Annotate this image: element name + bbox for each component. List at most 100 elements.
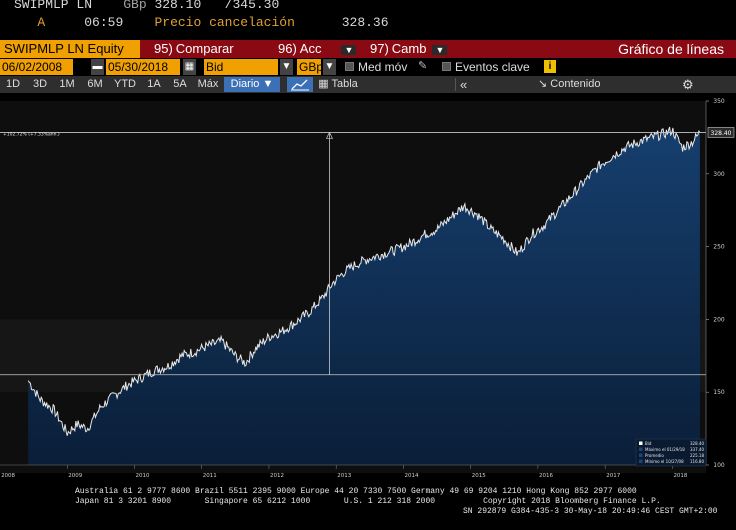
change-button[interactable]: 97) Camb ▼ — [364, 40, 453, 58]
x-tick-label: 2009 — [68, 473, 82, 479]
quote-time: 06:59 — [84, 15, 124, 30]
frequency-dropdown[interactable]: Diario ▼ — [224, 77, 280, 92]
legend-label: Máximo el 01/29/18 — [645, 447, 685, 452]
period-ytd-button[interactable]: YTD — [114, 78, 136, 90]
y-tick-label: 350 — [713, 98, 725, 105]
period-1m-button[interactable]: 1M — [59, 78, 75, 90]
period-1d-button[interactable]: 1D — [5, 78, 21, 90]
legend-label: Promedio — [645, 453, 664, 458]
table-icon: ▦ — [318, 78, 329, 90]
legend-value: 337.40 — [690, 447, 704, 452]
x-tick-label: 2008 — [1, 473, 15, 479]
compare-label: Comparar — [175, 41, 234, 56]
table-label: Tabla — [331, 78, 358, 90]
legend-value: 225.18 — [690, 453, 704, 458]
quote-line-2: A 06:59 Precio cancelación 328.36 — [14, 15, 389, 30]
key-events-label: Eventos clave — [455, 60, 530, 74]
period-6m-button[interactable]: 6M — [87, 78, 103, 90]
period-max-button[interactable]: Máx — [197, 78, 219, 90]
last-price-tag-label: 328.40 — [711, 130, 732, 137]
y-tick-label: 100 — [713, 462, 725, 469]
legend-box — [635, 438, 707, 467]
date-separator-button[interactable]: ▬ — [91, 59, 104, 75]
currency-select[interactable]: GBp — [297, 59, 324, 75]
key-events-checkbox[interactable] — [442, 62, 451, 71]
actions-number: 96) — [278, 41, 297, 56]
legend-value: 328.40 — [690, 441, 704, 446]
legend-swatch — [639, 459, 643, 463]
actions-dropdown-icon[interactable]: ▼ — [341, 45, 357, 55]
change-dropdown-icon[interactable]: ▼ — [432, 45, 448, 55]
footer-contacts-2: Japan 81 3 3201 8900 Singapore 65 6212 1… — [75, 497, 661, 506]
y-tick-label: 300 — [713, 171, 725, 178]
x-tick-label: 2012 — [270, 473, 284, 479]
field-select[interactable]: Bid — [204, 59, 278, 75]
quote-ask: /345.30 — [224, 0, 280, 12]
price-line — [27, 126, 701, 436]
legend-label: Mínimo el 10/27/08 — [645, 459, 684, 464]
moving-average-label: Med móv — [358, 60, 408, 74]
x-tick-label: 2018 — [673, 473, 687, 479]
field-dropdown-icon[interactable]: ▼ — [280, 59, 293, 75]
legend-swatch — [639, 453, 643, 457]
arrow-up-icon — [325, 131, 334, 139]
table-button[interactable]: ▦ Tabla — [318, 77, 358, 92]
function-bar: SWIPMLP LN Equity 95) Comparar 96) Acc ▼ 97… — [0, 40, 736, 58]
legend-swatch — [639, 441, 643, 445]
line-chart-icon[interactable] — [287, 77, 313, 92]
content-button[interactable]: ↘ Contenido — [538, 76, 600, 93]
gear-icon[interactable]: ⚙ — [682, 77, 694, 92]
collapse-icon[interactable]: « — [460, 77, 468, 92]
quote-ticker: SWIPMLP LN — [14, 0, 93, 12]
price-chart[interactable]: +102.72% (+7.33%ann.) 100 150 200 250 300 350… — [0, 93, 736, 486]
info-icon[interactable]: i — [544, 60, 556, 73]
x-tick-label: 2016 — [539, 473, 553, 479]
quote-header: SWIPMLP LN GBp 328.10 /345.30 A 06:59 Pr… — [0, 0, 736, 40]
change-number: 97) — [370, 41, 389, 56]
legend-swatch — [639, 447, 643, 451]
compare-button[interactable]: 95) Comparar — [148, 40, 240, 58]
x-tick-label: 2014 — [404, 473, 418, 479]
quote-bid: 328.10 — [154, 0, 202, 12]
y-tick-label: 250 — [713, 244, 725, 251]
x-tick-label: 2011 — [203, 473, 217, 479]
x-tick-label: 2015 — [472, 473, 486, 479]
last-price-tag: 328.40 — [707, 127, 735, 138]
x-tick-label: 2017 — [606, 473, 620, 479]
change-label: Camb — [391, 41, 427, 56]
period-toolbar: 1D 3D 1M 6M YTD 1A 5A Máx Diario ▼ ▦ Tab… — [0, 76, 736, 93]
price-area — [28, 127, 700, 465]
x-tick-label: 2013 — [337, 473, 351, 479]
currency-dropdown-icon[interactable]: ▼ — [323, 59, 336, 75]
chart-type-title: Gráfico de líneas — [618, 41, 724, 57]
y-tick-label: 150 — [713, 389, 725, 396]
legend-value: 116.80 — [690, 459, 704, 464]
x-tick-label: 2010 — [136, 473, 150, 479]
content-label: Contenido — [550, 78, 601, 90]
date-controls: 06/02/2008 ▬ 05/30/2018 ▦ Bid ▼ GBp ▼ Me… — [0, 58, 736, 76]
price-chart-svg: +102.72% (+7.33%ann.) 100 150 200 250 300 350… — [0, 93, 736, 486]
period-3d-button[interactable]: 3D — [32, 78, 48, 90]
quote-flag: A — [37, 15, 46, 30]
calendar-icon[interactable]: ▦ — [183, 59, 196, 75]
period-1y-button[interactable]: 1A — [147, 78, 161, 90]
actions-button[interactable]: 96) Acc ▼ — [272, 40, 362, 58]
y-tick-label: 200 — [713, 316, 725, 323]
security-field[interactable]: SWIPMLP LN Equity — [0, 40, 140, 58]
footer: Australia 61 2 9777 8600 Brazil 5511 239… — [0, 486, 736, 530]
period-5y-button[interactable]: 5A — [173, 78, 187, 90]
actions-label: Acc — [299, 41, 322, 56]
footer-contacts-1: Australia 61 2 9777 8600 Brazil 5511 239… — [75, 487, 637, 496]
pencil-icon[interactable]: ✎ — [418, 60, 428, 72]
content-icon: ↘ — [538, 78, 548, 90]
quote-value: 328.36 — [341, 15, 389, 30]
last-price-tag-box — [707, 127, 735, 138]
legend-label: Bid — [645, 441, 652, 446]
quote-currency: GBp — [123, 0, 147, 12]
end-date-field[interactable]: 05/30/2018 — [106, 59, 180, 75]
toolbar-divider — [455, 78, 456, 91]
reference-label: +102.72% (+7.33%ann.) — [3, 131, 60, 137]
moving-average-checkbox[interactable] — [345, 62, 354, 71]
quote-label: Precio cancelación — [154, 15, 295, 30]
start-date-field[interactable]: 06/02/2008 — [0, 59, 73, 75]
